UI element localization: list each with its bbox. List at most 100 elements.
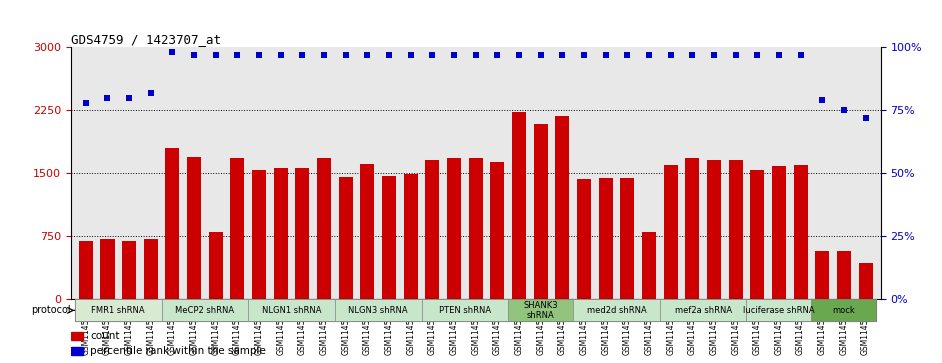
Bar [447, 158, 461, 299]
Point [836, 107, 852, 113]
Bar [793, 165, 807, 299]
Bar [577, 179, 591, 299]
Bar [642, 232, 656, 299]
Bar [187, 156, 202, 299]
Bar [746, 299, 811, 321]
Point [771, 52, 787, 58]
Text: SHANK3
shRNA: SHANK3 shRNA [524, 301, 558, 320]
Point [555, 52, 570, 58]
Bar [296, 168, 310, 299]
Point [858, 115, 873, 121]
Point [620, 52, 635, 58]
Bar [339, 177, 353, 299]
Point [208, 52, 223, 58]
Text: med2d shRNA: med2d shRNA [587, 306, 646, 315]
Text: protocol: protocol [31, 305, 71, 315]
Bar [249, 299, 335, 321]
Text: percentile rank within the sample: percentile rank within the sample [90, 346, 266, 356]
Text: GDS4759 / 1423707_at: GDS4759 / 1423707_at [71, 33, 220, 46]
Bar [252, 170, 267, 299]
Bar [79, 241, 93, 299]
Bar [815, 251, 829, 299]
Bar [811, 299, 876, 321]
Bar [317, 158, 332, 299]
Bar [685, 158, 699, 299]
Point [815, 97, 830, 103]
Point [425, 52, 440, 58]
Bar [404, 174, 417, 299]
Point [728, 52, 743, 58]
Bar [274, 168, 288, 299]
Point [793, 52, 808, 58]
Point [187, 52, 202, 58]
Text: FMR1 shRNA: FMR1 shRNA [91, 306, 145, 315]
Text: count: count [90, 331, 120, 341]
Bar [75, 299, 162, 321]
Point [360, 52, 375, 58]
Point [577, 52, 592, 58]
Bar [620, 178, 634, 299]
Point [78, 100, 93, 106]
Point [317, 52, 332, 58]
Bar [361, 164, 374, 299]
Bar [71, 332, 83, 340]
Bar [231, 158, 245, 299]
Point [663, 52, 678, 58]
Text: luciferase shRNA: luciferase shRNA [743, 306, 815, 315]
Bar [122, 241, 137, 299]
Point [295, 52, 310, 58]
Bar [706, 160, 721, 299]
Point [338, 52, 353, 58]
Bar [335, 299, 422, 321]
Point [750, 52, 765, 58]
Point [273, 52, 288, 58]
Bar [209, 232, 223, 299]
Bar [663, 165, 677, 299]
Point [252, 52, 267, 58]
Text: mock: mock [833, 306, 855, 315]
Point [100, 95, 115, 101]
Bar [534, 124, 547, 299]
Bar [101, 239, 115, 299]
Bar [858, 263, 872, 299]
Text: NLGN1 shRNA: NLGN1 shRNA [262, 306, 321, 315]
Bar [750, 170, 764, 299]
Text: PTEN shRNA: PTEN shRNA [439, 306, 491, 315]
Bar [659, 299, 746, 321]
Bar [426, 160, 439, 299]
Bar [144, 239, 158, 299]
Point [382, 52, 397, 58]
Point [685, 52, 700, 58]
Bar [512, 112, 526, 299]
Bar [573, 299, 659, 321]
Point [598, 52, 613, 58]
Point [533, 52, 548, 58]
Text: NLGN3 shRNA: NLGN3 shRNA [349, 306, 408, 315]
Bar [836, 251, 851, 299]
Point [403, 52, 418, 58]
Text: mef2a shRNA: mef2a shRNA [674, 306, 732, 315]
Bar [71, 347, 83, 355]
Bar [771, 166, 786, 299]
Point [122, 95, 137, 101]
Point [512, 52, 527, 58]
Bar [166, 148, 180, 299]
Bar [491, 162, 504, 299]
Bar [508, 299, 573, 321]
Bar [598, 178, 612, 299]
Text: MeCP2 shRNA: MeCP2 shRNA [175, 306, 235, 315]
Bar [728, 160, 742, 299]
Point [642, 52, 657, 58]
Point [230, 52, 245, 58]
Point [143, 90, 158, 95]
Bar [556, 116, 569, 299]
Point [165, 49, 180, 55]
Point [490, 52, 505, 58]
Bar [422, 299, 508, 321]
Point [447, 52, 462, 58]
Bar [162, 299, 249, 321]
Point [706, 52, 722, 58]
Bar [469, 158, 482, 299]
Point [468, 52, 483, 58]
Bar [382, 176, 396, 299]
